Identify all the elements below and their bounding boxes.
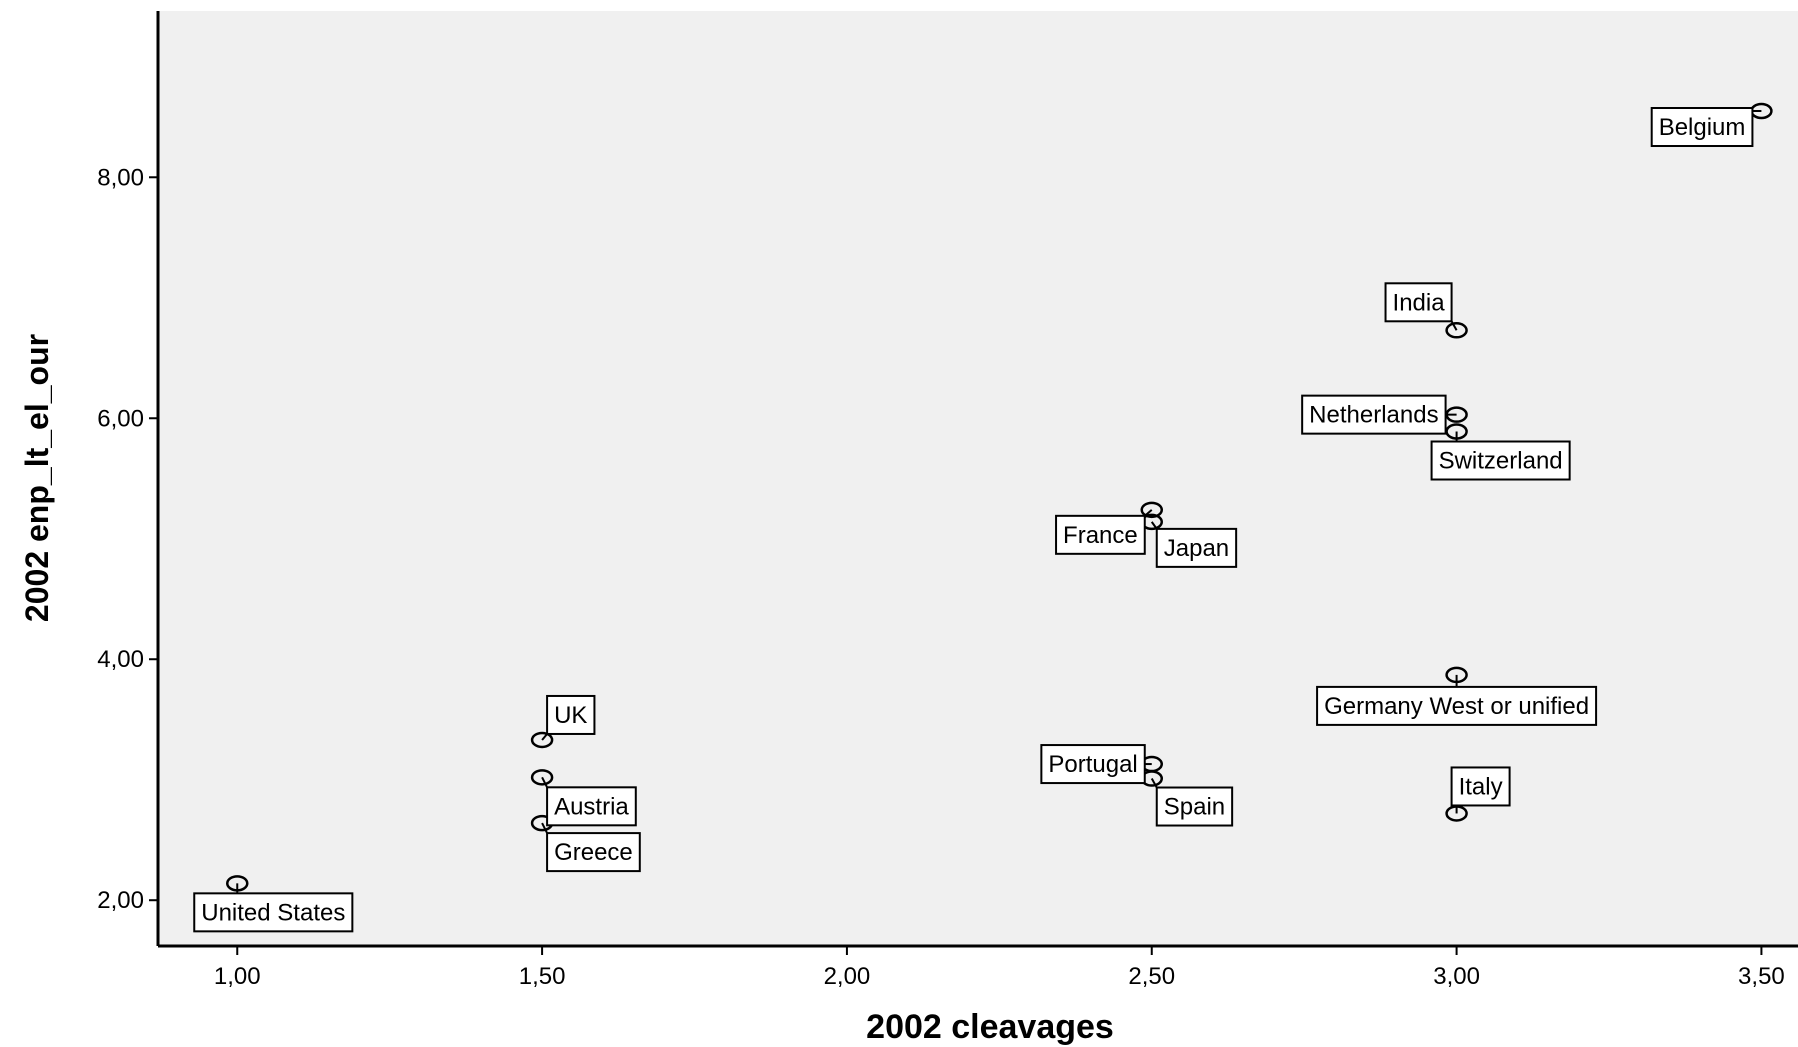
point-label-box: Japan xyxy=(1155,527,1238,568)
point-label-text: UK xyxy=(554,702,587,729)
data-point xyxy=(1140,501,1164,519)
point-label-text: Belgium xyxy=(1659,114,1746,141)
x-tick-label: 2,00 xyxy=(824,963,871,990)
x-axis-title: 2002 cleavages xyxy=(866,1008,1114,1046)
data-point xyxy=(1445,666,1468,684)
point-label-box: Belgium xyxy=(1650,107,1754,148)
label-box xyxy=(1055,514,1146,555)
label-box xyxy=(1384,282,1453,323)
label-box xyxy=(1430,440,1571,481)
data-point xyxy=(1445,322,1468,339)
label-box xyxy=(1650,107,1754,148)
y-tick-label: 4,00 xyxy=(97,646,144,673)
label-box xyxy=(193,892,354,933)
point-label-text: Portugal xyxy=(1048,751,1137,778)
point-label-text: Japan xyxy=(1164,535,1229,562)
y-tick-label: 8,00 xyxy=(97,164,144,191)
point-label-box: Germany West or unified xyxy=(1316,685,1598,726)
point-label-text: Spain xyxy=(1164,794,1225,821)
point-label-text: United States xyxy=(201,899,345,926)
axis-ticks: 1,00 1,50 2,00 2,50 3,00 3,50 2,00 4,00 6,00 8,00 xyxy=(97,164,1784,990)
point-label-box: Austria xyxy=(546,786,637,827)
point-label-text: Germany West or unified xyxy=(1324,693,1589,720)
point-label-text: Switzerland xyxy=(1439,448,1563,475)
label-box xyxy=(1155,786,1234,827)
label-box xyxy=(1316,685,1598,726)
point-label-text: Italy xyxy=(1459,773,1503,800)
point-label-text: Greece xyxy=(554,839,633,866)
label-connector xyxy=(541,822,548,834)
point-label-box: UK xyxy=(546,694,596,735)
label-box xyxy=(1301,394,1447,435)
point-label-box: Netherlands xyxy=(1301,394,1447,435)
label-box xyxy=(1450,766,1511,807)
point-label-box: Spain xyxy=(1155,786,1234,827)
y-tick-label: 2,00 xyxy=(97,887,144,914)
label-box xyxy=(1040,744,1146,785)
x-tick-label: 1,00 xyxy=(214,963,261,990)
point-label-box: Greece xyxy=(546,832,641,873)
x-tick-label: 2,50 xyxy=(1128,963,1175,990)
data-point xyxy=(226,875,249,892)
point-label-text: Netherlands xyxy=(1309,402,1438,429)
label-box xyxy=(546,694,596,735)
point-label-box: Italy xyxy=(1450,766,1511,807)
data-point xyxy=(530,769,554,786)
label-box xyxy=(1155,527,1238,568)
point-label-box: United States xyxy=(193,892,354,933)
x-tick-label: 3,50 xyxy=(1738,963,1785,990)
point-label-box: France xyxy=(1055,514,1146,555)
label-connector xyxy=(541,776,548,788)
x-tick-label: 3,00 xyxy=(1433,963,1480,990)
point-label-box: Switzerland xyxy=(1430,440,1571,481)
label-box xyxy=(546,786,637,827)
point-label-box: India xyxy=(1384,282,1453,323)
x-tick-label: 1,50 xyxy=(519,963,566,990)
point-label-text: France xyxy=(1063,522,1138,549)
point-label-text: India xyxy=(1393,289,1446,316)
y-tick-label: 6,00 xyxy=(97,405,144,432)
point-label-text: Austria xyxy=(554,793,629,820)
label-box xyxy=(546,832,641,873)
point-label-box: Portugal xyxy=(1040,744,1146,785)
data-point xyxy=(530,731,554,749)
y-axis-title: 2002 enp_lt_el_our xyxy=(19,334,55,622)
